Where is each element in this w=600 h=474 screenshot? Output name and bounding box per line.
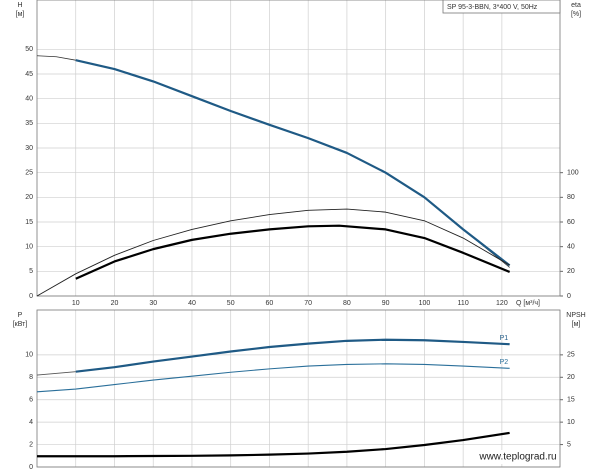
- y-tick-label: 0: [29, 293, 33, 300]
- y-tick-label: 6: [29, 397, 33, 404]
- y2-tick-label: 5: [567, 441, 571, 448]
- y2-tick-label: 80: [567, 194, 575, 201]
- y-tick-label: 5: [29, 268, 33, 275]
- y-tick-label: 20: [25, 194, 33, 201]
- y-axis-label: [кВт]: [13, 321, 28, 328]
- y2-tick-label: 60: [567, 219, 575, 226]
- x-tick-label: 20: [111, 300, 119, 307]
- x-tick-label: 10: [72, 300, 80, 307]
- y2-tick-label: 15: [567, 397, 575, 404]
- data-line: [36, 363, 510, 393]
- plot-frame: [36, 309, 561, 468]
- x-tick-label: 50: [227, 300, 235, 307]
- y-tick-label: 45: [25, 71, 33, 78]
- y2-axis-label: NPSH: [566, 312, 585, 319]
- y2-axis-label: [%]: [571, 11, 581, 18]
- x-tick-label: 90: [382, 300, 390, 307]
- y-tick-label: 10: [25, 352, 33, 359]
- title-box: [442, 0, 561, 14]
- x-tick-label: 80: [343, 300, 351, 307]
- y2-axis-label: eta: [571, 2, 581, 9]
- y-axis-label: H: [17, 2, 22, 9]
- y2-tick-label: 100: [567, 170, 579, 177]
- y2-tick-label: 10: [567, 419, 575, 426]
- y-tick-label: 50: [25, 46, 33, 53]
- y-tick-label: 8: [29, 374, 33, 381]
- data-line: [36, 208, 510, 297]
- legend-label: P2: [500, 359, 509, 366]
- data-line: [36, 371, 76, 376]
- data-line: [75, 338, 510, 373]
- x-tick-label: 110: [458, 300, 469, 307]
- plot-frame: [36, 0, 561, 297]
- x-tick-label: 60: [266, 300, 274, 307]
- y-tick-label: 40: [25, 96, 33, 103]
- y-axis-label: [м]: [16, 11, 25, 18]
- x-tick-label: 120: [496, 300, 508, 307]
- y2-tick-label: 25: [567, 352, 575, 359]
- watermark: www.teplograd.ru: [478, 452, 556, 463]
- x-tick-label: 30: [149, 300, 157, 307]
- y-axis-label: P: [18, 312, 23, 319]
- y-tick-label: 10: [25, 244, 33, 251]
- y-tick-label: 30: [25, 145, 33, 152]
- y2-tick-label: 20: [567, 268, 575, 275]
- y2-tick-label: 20: [567, 374, 575, 381]
- y2-tick-label: 0: [567, 293, 571, 300]
- y-tick-label: 15: [25, 219, 33, 226]
- y-tick-label: 4: [29, 419, 33, 426]
- legend-label: P1: [500, 335, 509, 342]
- x-axis-label: Q [м³/ч]: [516, 300, 540, 307]
- y-tick-label: 35: [25, 120, 33, 127]
- x-tick-label: 70: [304, 300, 312, 307]
- y-tick-label: 2: [29, 441, 33, 448]
- y-tick-label: 0: [29, 464, 33, 471]
- chart-title: SP 95-3-BBN, 3*400 V, 50Hz: [447, 4, 538, 11]
- y-tick-label: 25: [25, 170, 33, 177]
- x-tick-label: 100: [419, 300, 431, 307]
- data-line: [36, 55, 510, 268]
- data-line: [75, 224, 511, 280]
- y2-axis-label: [м]: [572, 321, 581, 328]
- data-line: [75, 59, 511, 267]
- y2-tick-label: 40: [567, 244, 575, 251]
- watermark-bg: [478, 450, 558, 464]
- data-line: [37, 431, 510, 458]
- x-tick-label: 40: [188, 300, 196, 307]
